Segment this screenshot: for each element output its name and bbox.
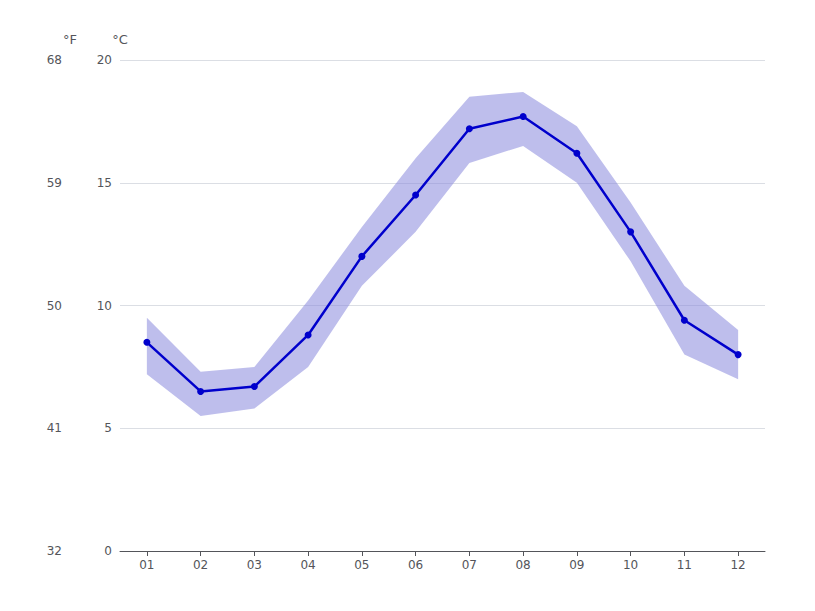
svg-text:59: 59 [47, 176, 62, 190]
svg-text:11: 11 [677, 558, 692, 572]
svg-text:10: 10 [623, 558, 638, 572]
svg-text:20: 20 [97, 53, 112, 67]
svg-text:32: 32 [47, 544, 62, 558]
svg-text:04: 04 [300, 558, 315, 572]
svg-text:°C: °C [112, 32, 128, 47]
svg-text:5: 5 [104, 421, 112, 435]
svg-text:0: 0 [104, 544, 112, 558]
svg-text:05: 05 [354, 558, 369, 572]
svg-text:15: 15 [97, 176, 112, 190]
svg-text:07: 07 [462, 558, 477, 572]
svg-text:68: 68 [47, 53, 62, 67]
svg-text:02: 02 [193, 558, 208, 572]
svg-text:08: 08 [515, 558, 530, 572]
svg-text:°F: °F [63, 32, 77, 47]
svg-text:10: 10 [97, 299, 112, 313]
svg-text:01: 01 [139, 558, 154, 572]
svg-text:09: 09 [569, 558, 584, 572]
svg-text:50: 50 [47, 299, 62, 313]
svg-text:12: 12 [730, 558, 745, 572]
svg-text:06: 06 [408, 558, 423, 572]
svg-text:03: 03 [247, 558, 262, 572]
svg-text:41: 41 [47, 421, 62, 435]
